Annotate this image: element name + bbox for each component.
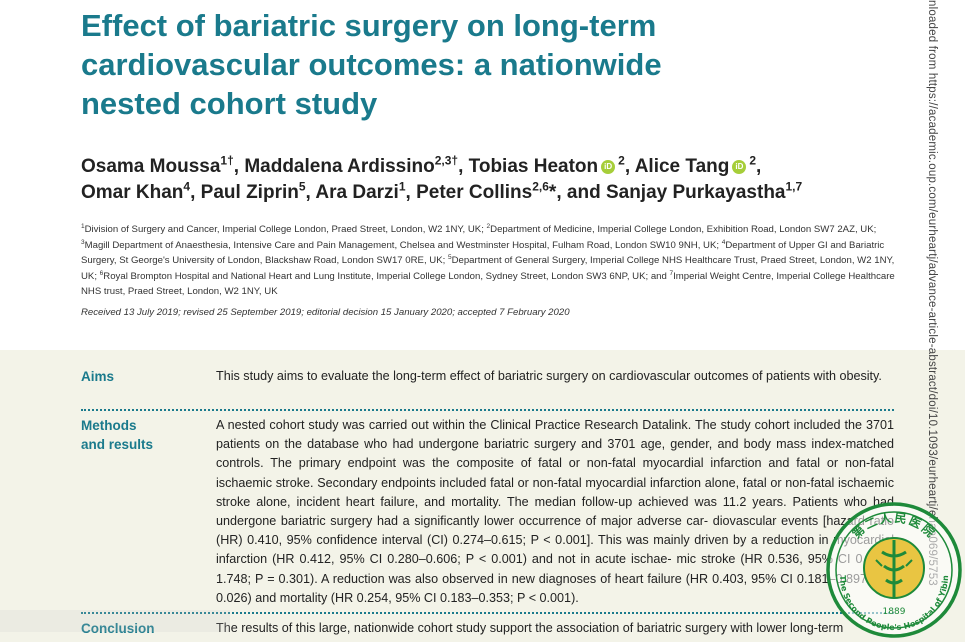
author-name[interactable]: Ara Darzi xyxy=(315,182,399,203)
affil-sup: 6 xyxy=(99,269,104,277)
affil-sup: 4 xyxy=(721,238,726,246)
download-url-text: nloaded from https://academic.oup.com/eu… xyxy=(926,0,938,586)
aims-text: This study aims to evaluate the long-ter… xyxy=(216,369,882,383)
affil-sup: 7 xyxy=(669,269,674,277)
conclusion-text: The results of this large, nationwide co… xyxy=(216,621,844,635)
affil-sup: 3 xyxy=(81,238,85,246)
author-name[interactable]: Maddalena Ardissino xyxy=(244,156,435,177)
author-name[interactable]: Omar Khan xyxy=(81,182,184,203)
affil-sup: 2 xyxy=(486,222,491,230)
seal-year: 1889 xyxy=(883,607,906,617)
orcid-icon[interactable]: iD xyxy=(732,159,747,174)
methods-label-line-1: Methods xyxy=(81,418,137,433)
title-line-3: nested cohort study xyxy=(81,86,378,121)
structured-abstract: Aims This study aims to evaluate the lon… xyxy=(0,350,965,642)
author-affil-sup: 4 xyxy=(183,179,191,194)
article-title: Effect of bariatric surgery on long-term… xyxy=(81,6,901,123)
author-affil-sup: 2 xyxy=(618,153,625,168)
author-name[interactable]: Paul Ziprin xyxy=(200,182,299,203)
author-conjunction: and xyxy=(566,182,601,203)
aims-label: Aims xyxy=(81,369,115,384)
affiliation: Department of Upper GI and Bariatric Sur… xyxy=(81,239,885,267)
author-affil-sup: 2,3† xyxy=(434,153,459,168)
author-name[interactable]: Sanjay Purkayastha xyxy=(605,182,786,203)
section-divider xyxy=(81,409,894,411)
affiliations: 1Division of Surgery and Cancer, Imperia… xyxy=(81,222,896,300)
faint-watermark xyxy=(0,610,230,632)
author-name[interactable]: Alice Tang xyxy=(634,156,730,177)
methods-label: Methods and results xyxy=(81,416,206,454)
author-affil-sup: 5 xyxy=(298,179,306,194)
affiliation: Magill Department of Anaesthesia, Intens… xyxy=(84,239,722,251)
affiliation: Department of Medicine, Imperial College… xyxy=(490,224,877,235)
orcid-icon[interactable]: iD xyxy=(601,159,616,174)
corresponding-mark: * xyxy=(548,182,557,203)
title-line-1: Effect of bariatric surgery on long-term xyxy=(81,8,657,43)
affil-sup: 5 xyxy=(447,254,452,261)
author-affil-sup: 1,7 xyxy=(785,179,803,194)
author-affil-sup: 2,6 xyxy=(532,179,549,194)
conclusion-label: Conclusion xyxy=(81,619,206,638)
author-affil-sup: 1 xyxy=(398,179,406,194)
methods-label-line-2: and results xyxy=(81,437,154,452)
affiliation: Royal Brompton Hospital and National Hea… xyxy=(103,270,670,282)
affiliation: Imperial Weight Centre, Imperial College… xyxy=(81,270,895,298)
author-affil-sup: 2 xyxy=(749,153,757,168)
affiliation: Department of General Surgery, Imperial … xyxy=(81,255,895,282)
title-line-2: cardiovascular outcomes: a nationwide xyxy=(81,47,662,82)
section-divider xyxy=(81,612,894,614)
affil-sup: 1 xyxy=(81,222,85,230)
author-list: Osama Moussa1†, Maddalena Ardissino2,3†,… xyxy=(81,153,803,203)
affiliation: Division of Surgery and Cancer, Imperial… xyxy=(84,224,487,235)
methods-results-text: A nested cohort study was carried out wi… xyxy=(216,418,894,605)
author-name[interactable]: Peter Collins xyxy=(416,182,533,203)
hospital-seal-stamp: 第二人民医院 The Second People's Hospital of Y… xyxy=(826,502,962,638)
author-name[interactable]: Tobias Heaton xyxy=(468,156,599,177)
author-affil-sup: 1† xyxy=(220,153,234,168)
author-name[interactable]: Osama Moussa xyxy=(81,156,221,177)
publication-dates: Received 13 July 2019; revised 25 Septem… xyxy=(81,307,570,318)
